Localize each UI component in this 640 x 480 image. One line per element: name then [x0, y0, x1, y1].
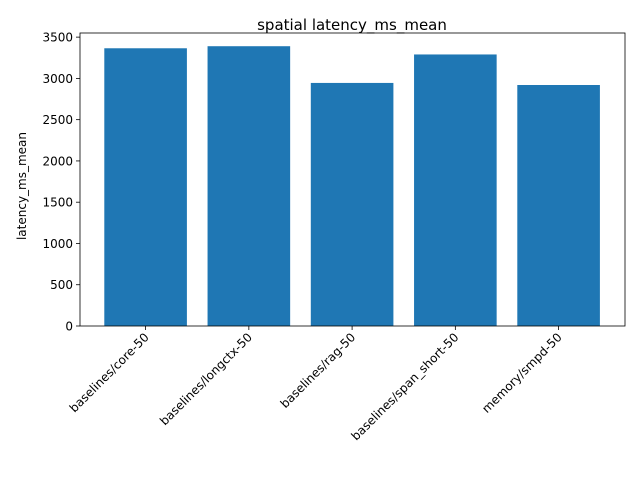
- bar-4: [517, 85, 600, 326]
- x-tick-label: baselines/rag-50: [278, 330, 359, 411]
- y-axis-label: latency_ms_mean: [15, 132, 29, 240]
- y-axis-ticks: 0 500 1000 1500 2000 2500 3000 3500: [42, 31, 80, 334]
- x-axis-ticks: baselines/core-50 baselines/longctx-50 bas…: [67, 326, 565, 443]
- bar-0: [104, 48, 187, 327]
- x-tick-label: baselines/longctx-50: [157, 330, 255, 428]
- plot-frame: [79, 32, 626, 327]
- x-tick-label: baselines/span_short-50: [348, 330, 461, 443]
- x-tick-label: memory/smpd-50: [479, 330, 565, 416]
- y-tick-label: 0: [65, 320, 73, 334]
- y-tick-label: 1500: [42, 196, 73, 210]
- y-tick-label: 2500: [42, 113, 73, 127]
- y-tick-label: 3500: [42, 31, 73, 45]
- chart-title: spatial latency_ms_mean: [257, 16, 447, 35]
- y-tick-label: 3000: [42, 72, 73, 86]
- y-tick-label: 500: [50, 278, 73, 292]
- y-tick-label: 2000: [42, 154, 73, 168]
- bar-2: [310, 82, 394, 327]
- bar-3: [414, 54, 497, 327]
- y-tick-label: 1000: [42, 237, 73, 251]
- bar-1: [207, 46, 291, 327]
- x-tick-label: baselines/core-50: [67, 330, 152, 415]
- bars-group: [104, 46, 600, 327]
